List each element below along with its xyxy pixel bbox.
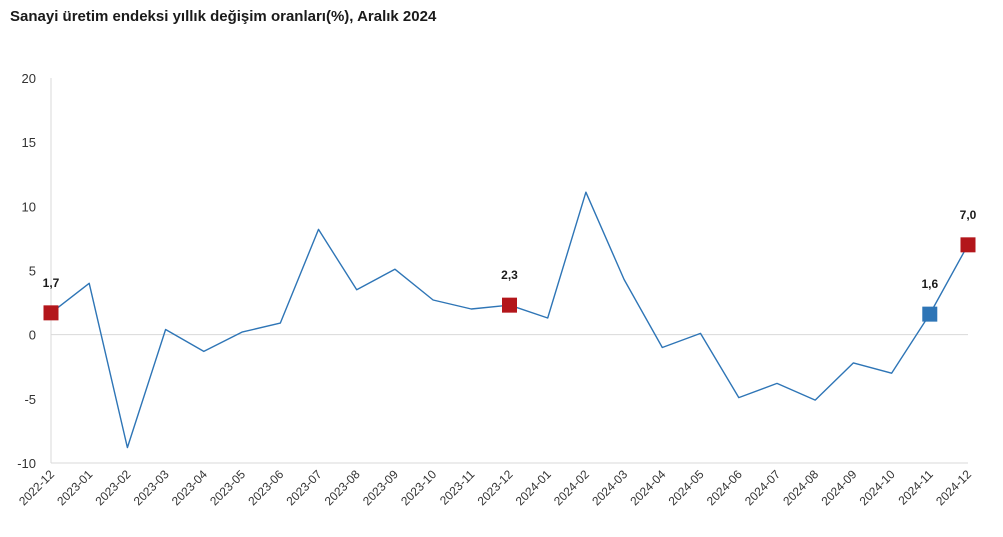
y-tick-label: 0	[29, 328, 36, 343]
x-tick-label: 2023-01	[54, 467, 95, 508]
data-point-marker	[922, 306, 938, 322]
y-tick-label: -10	[17, 456, 36, 471]
x-tick-label: 2023-11	[437, 467, 478, 508]
data-point-marker	[502, 297, 517, 313]
x-tick-label: 2024-08	[780, 467, 821, 508]
x-tick-label: 2023-07	[284, 467, 325, 508]
y-tick-label: 5	[29, 264, 36, 279]
x-tick-label: 2024-07	[742, 467, 783, 508]
x-tick-label: 2023-04	[169, 467, 210, 508]
y-tick-label: 15	[22, 135, 36, 150]
x-tick-label: 2024-06	[704, 467, 745, 508]
x-tick-label: 2023-08	[322, 467, 363, 508]
x-tick-label: 2024-12	[933, 467, 974, 508]
x-tick-label: 2023-02	[92, 467, 133, 508]
data-point-marker	[43, 305, 59, 321]
x-tick-label: 2022-12	[16, 467, 57, 508]
series-line	[50, 191, 969, 449]
x-tick-label: 2023-12	[475, 467, 516, 508]
x-tick-label: 2024-04	[627, 467, 668, 508]
x-tick-label: 2024-02	[551, 467, 592, 508]
x-tick-label: 2023-03	[131, 467, 172, 508]
y-tick-label: -5	[24, 392, 36, 407]
chart-title: Sanayi üretim endeksi yıllık değişim ora…	[10, 8, 437, 25]
data-point-marker	[960, 237, 976, 253]
x-tick-label: 2024-11	[895, 467, 936, 508]
x-tick-label: 2024-09	[818, 467, 859, 508]
x-tick-label: 2024-01	[513, 467, 554, 508]
x-tick-label: 2023-10	[398, 467, 439, 508]
y-tick-label: 10	[22, 199, 36, 214]
x-tick-label: 2024-05	[666, 467, 707, 508]
data-label: 2,3	[501, 268, 518, 282]
x-tick-label: 2023-09	[360, 467, 401, 508]
x-tick-label: 2023-06	[245, 467, 286, 508]
data-label: 1,6	[921, 277, 938, 291]
x-tick-label: 2024-10	[857, 467, 898, 508]
data-label: 7,0	[960, 208, 977, 222]
x-tick-label: 2024-03	[589, 467, 630, 508]
y-tick-label: 20	[22, 71, 36, 86]
x-tick-label: 2023-05	[207, 467, 248, 508]
data-label: 1,7	[43, 276, 60, 290]
